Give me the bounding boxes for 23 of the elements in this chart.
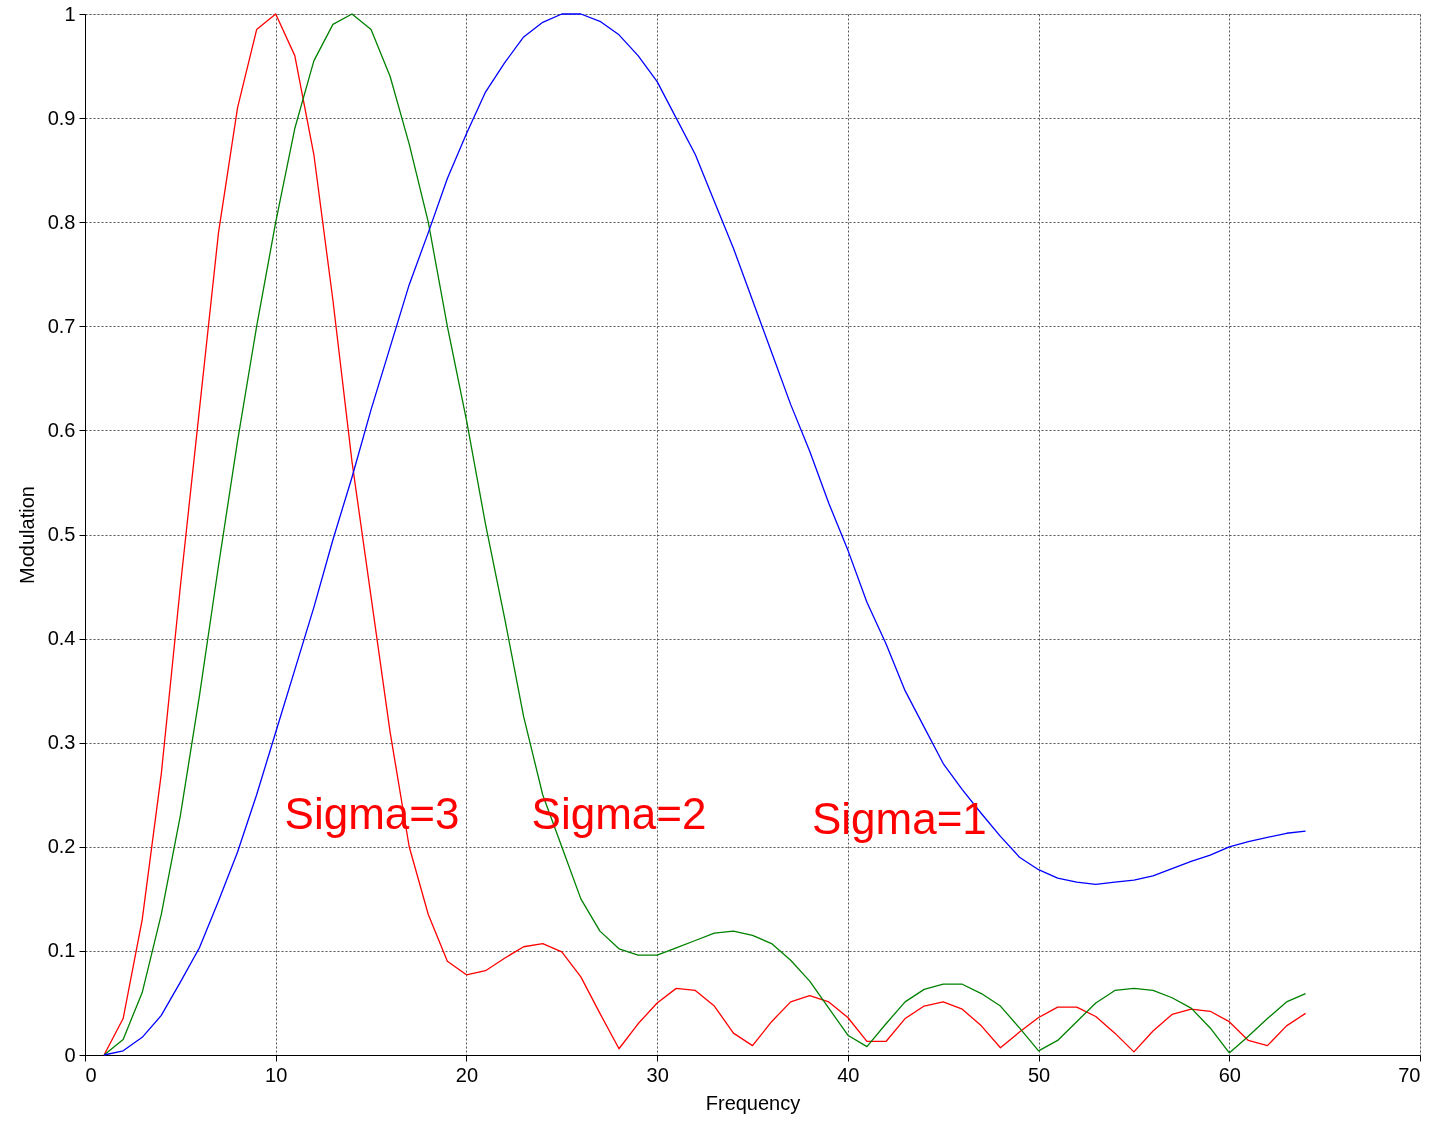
y-tick-label: 1 [64,2,76,25]
x-tick-label: 30 [646,1063,669,1086]
line-series [103,13,1307,1056]
x-tick-label: 10 [265,1063,288,1086]
x-tick-label: 20 [455,1063,479,1086]
y-tick-label: 0.8 [47,210,76,233]
x-tick-label: 0 [85,1063,97,1086]
x-tick-label: 50 [1027,1063,1051,1086]
annotation: Sigma=1 [811,793,987,843]
x-tick-label: 60 [1218,1063,1241,1086]
y-tick-label: 0.7 [47,314,76,337]
y-tick-label: 0.2 [47,835,76,858]
y-tick-label: 0.5 [47,523,76,545]
y-axis-title: Modulation [15,486,38,584]
y-tick-label: 0.3 [47,731,76,754]
y-tick-label: 0.9 [47,106,76,129]
y-tick-label: 0.6 [47,418,76,441]
x-axis-title: Frequency [705,1091,801,1114]
y-tick-label: 0.1 [47,939,76,962]
x-tick-label: 40 [837,1063,860,1086]
y-tick-label: 0.4 [47,627,76,650]
y-tick-label: 0 [64,1043,76,1066]
x-tick-label: 70 [1398,1063,1421,1086]
